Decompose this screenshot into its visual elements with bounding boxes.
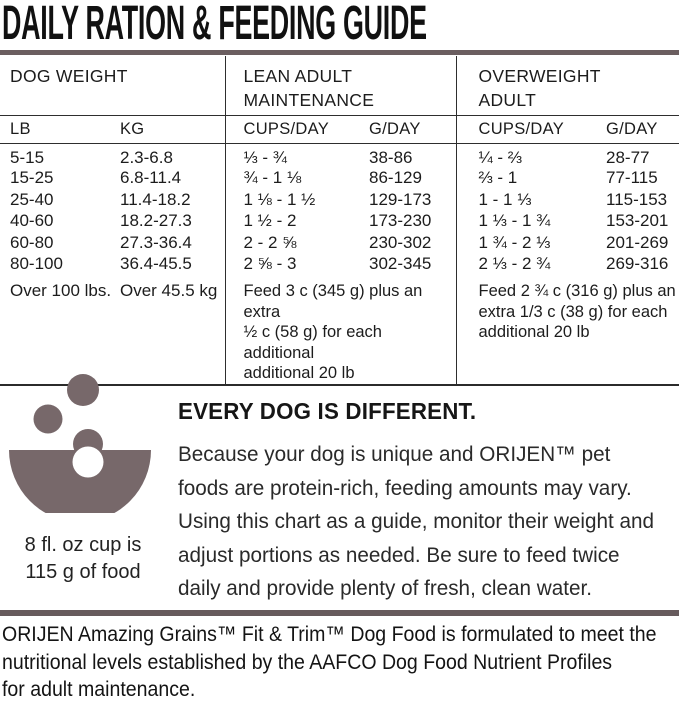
table-cell: 129-173 — [369, 189, 432, 209]
column-header-ow-cups: CUPS/DAY — [455, 114, 584, 144]
page-title: DAILY RATION & FEEDING GUIDE — [2, 0, 427, 50]
table-cell: Over 45.5 kg — [120, 281, 218, 300]
table-row: 80-100 36.4-45.5 2 ⅝ - 3 302-345 2 ⅓ - 2 ¾ 26… — [0, 253, 679, 275]
table-cell: 2.3-6.8 — [120, 147, 173, 167]
table-cell: 15-25 — [10, 168, 54, 188]
table-cell: ¾ - 1 ⅛ — [224, 167, 355, 189]
table-cell: 36.4-45.5 — [120, 254, 192, 274]
table-cell: 60-80 — [10, 232, 54, 252]
table-cell: 1 - 1 ⅓ — [455, 189, 584, 211]
bowl-shape — [9, 450, 151, 513]
group-header-overweight-adult: OVERWEIGHT ADULT — [455, 56, 679, 115]
kibble-ball-left — [33, 404, 63, 434]
table-cell: 80-100 — [10, 254, 63, 274]
table-cell: Over 100 lbs. — [10, 281, 112, 300]
table-cell: 115-153 — [606, 189, 668, 209]
table-cell: 153-201 — [606, 211, 669, 231]
table-cell: 201-269 — [606, 232, 669, 252]
kibble-ball-top — [67, 374, 99, 406]
footer-note: ORIJEN Amazing Grains™ Fit & Trim™ Dog F… — [2, 623, 657, 701]
cup-illustration-block: 8 fl. oz cup is 115 g of food — [8, 366, 158, 586]
column-header-lean-cups: CUPS/DAY — [224, 114, 355, 144]
table-cell: 230-302 — [369, 232, 432, 252]
table-row: 15-25 6.8-11.4 ¾ - 1 ⅛ 86-129 ⅔ - 1 77-115 — [0, 167, 679, 189]
table-cell: 1 ¾ - 2 ⅓ — [455, 232, 584, 254]
feed-note-cell: Feed 3 c (345 g) plus an extra ½ c (58 g)… — [224, 275, 456, 385]
table-cell: 302-345 — [369, 254, 432, 274]
table-cell: 27.3-36.4 — [120, 232, 192, 252]
top-accent-bar — [0, 50, 679, 55]
column-header-lean-grams: G/DAY — [355, 114, 456, 144]
bottom-accent-bar — [0, 610, 679, 616]
table-cell: ⅓ - ¾ — [224, 143, 355, 168]
table-cell: 77-115 — [606, 168, 658, 188]
table-cell: 28-77 — [606, 147, 650, 167]
table-cell: 86-129 — [369, 168, 422, 188]
table-row: 5-15 2.3-6.8 ⅓ - ¾ 38-86 ¼ - ⅔ 28-77 — [0, 143, 679, 168]
column-header-ow-grams: G/DAY — [584, 114, 679, 144]
cup-caption: 8 fl. oz cup is 115 g of food — [24, 534, 142, 583]
table-cell: 18.2-27.3 — [120, 211, 192, 231]
column-header-lb: LB — [0, 114, 112, 144]
info-block: EVERY DOG IS DIFFERENT. Because your dog… — [178, 398, 672, 606]
table-cell: ¼ - ⅔ — [455, 143, 584, 168]
table-cell: 11.4-18.2 — [120, 189, 191, 209]
bowl-with-kibble-icon — [9, 374, 151, 513]
info-paragraph: Because your dog is unique and ORIJEN™ p… — [178, 443, 655, 600]
feeding-table-body: 5-15 2.3-6.8 ⅓ - ¾ 38-86 ¼ - ⅔ 28-77 15-25 6.8-… — [0, 143, 679, 385]
feeding-guide-table: DOG WEIGHT LEAN ADULT MAINTENANCE OVERWE… — [0, 56, 679, 386]
table-cell: 2 ⅓ - 2 ¾ — [455, 253, 584, 275]
column-header-kg: KG — [112, 114, 225, 144]
group-header-lean-adult: LEAN ADULT MAINTENANCE — [224, 56, 456, 115]
table-group-header-row: DOG WEIGHT LEAN ADULT MAINTENANCE OVERWE… — [0, 56, 679, 115]
table-cell: 38-86 — [369, 147, 413, 167]
table-cell: 40-60 — [10, 211, 54, 231]
table-cell: 2 ⅝ - 3 — [224, 253, 355, 275]
bowl-notch — [72, 446, 104, 478]
table-row: 25-40 11.4-18.2 1 ⅛ - 1 ½ 129-173 1 - 1 ⅓ 115… — [0, 189, 679, 211]
table-cell: 173-230 — [369, 211, 432, 231]
info-heading: EVERY DOG IS DIFFERENT. — [178, 398, 477, 424]
table-cell: 1 ½ - 2 — [224, 210, 355, 232]
table-subheader-row: LB KG CUPS/DAY G/DAY CUPS/DAY G/DAY — [0, 114, 679, 144]
group-header-dog-weight: DOG WEIGHT — [10, 66, 128, 86]
table-cell: 269-316 — [606, 254, 669, 274]
table-cell: 5-15 — [10, 147, 45, 167]
feed-note-cell: Feed 2 ¾ c (316 g) plus an extra 1/3 c (3… — [455, 275, 679, 385]
table-cell: ⅔ - 1 — [455, 167, 584, 189]
table-cell: 25-40 — [10, 189, 54, 209]
table-cell: 1 ⅓ - 1 ¾ — [455, 210, 584, 232]
table-row: 60-80 27.3-36.4 2 - 2 ⅝ 230-302 1 ¾ - 2 ⅓ 201… — [0, 232, 679, 254]
table-row-over-100: Over 100 lbs. Over 45.5 kg Feed 3 c (345 g… — [0, 275, 679, 385]
table-cell: 2 - 2 ⅝ — [224, 232, 355, 254]
table-cell: 6.8-11.4 — [120, 168, 182, 188]
table-cell: 1 ⅛ - 1 ½ — [224, 189, 355, 211]
table-row: 40-60 18.2-27.3 1 ½ - 2 173-230 1 ⅓ - 1 ¾ 153… — [0, 210, 679, 232]
